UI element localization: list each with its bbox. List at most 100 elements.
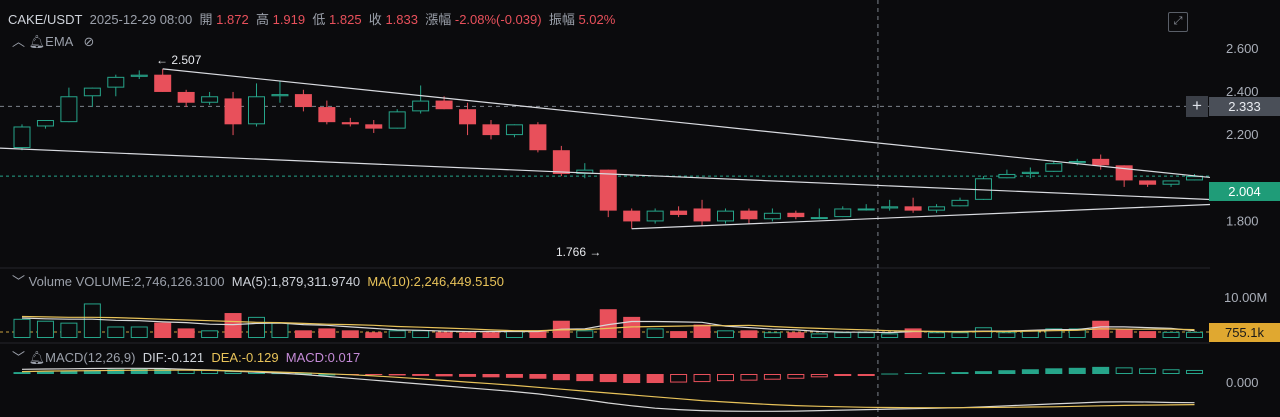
candle-body <box>693 208 711 222</box>
candle-body <box>904 206 922 211</box>
volume-ma10: MA(10):2,246,449.5150 <box>367 274 505 289</box>
candle-body <box>83 87 101 97</box>
macd-histogram-bar <box>130 368 148 374</box>
high-annotation: ← 2.507 <box>156 53 202 67</box>
volume-bar <box>318 328 336 338</box>
open-value: 1.872 <box>216 12 249 27</box>
crosshair-price-tag: 2.333 <box>1209 97 1280 116</box>
volume-bar <box>834 332 852 338</box>
volume-bar <box>951 332 969 338</box>
volume-bar <box>177 328 195 338</box>
volume-bar <box>1021 330 1039 339</box>
macd-histogram-bar <box>505 374 523 378</box>
macd-histogram-bar <box>1021 369 1039 374</box>
volume-bar <box>130 326 148 339</box>
macd-histogram-bar <box>13 372 31 374</box>
candle-body <box>365 124 383 129</box>
macd-histogram-bar <box>412 374 430 376</box>
volume-header: ﹀ Volume VOLUME:2,746,126.3100 MA(5):1,8… <box>12 271 504 290</box>
macd-histogram-bar <box>107 369 125 374</box>
candle-body <box>552 150 570 174</box>
macd-histogram-bar <box>154 368 172 374</box>
macd-histogram-bar <box>928 372 946 374</box>
candle-body <box>435 100 453 110</box>
macd-histogram-bar <box>904 373 922 375</box>
macd-histogram-bar <box>365 374 383 375</box>
fullscreen-icon[interactable]: ⤢ <box>1168 12 1188 32</box>
candle-body <box>388 111 406 129</box>
volume-bar <box>693 324 711 338</box>
macd-histogram-bar <box>693 374 711 383</box>
candle-body <box>881 206 899 209</box>
alert-bell-icon[interactable]: 🔔︎ <box>28 34 46 49</box>
volume-bar <box>36 320 54 339</box>
volume-bar <box>646 328 664 338</box>
candle-body <box>951 199 969 207</box>
volume-cursor-tag: 755.1k <box>1209 323 1280 342</box>
candle-body <box>224 98 242 125</box>
plus-icon[interactable]: + <box>1186 96 1208 117</box>
trendline-middle <box>0 147 1211 201</box>
candle-body <box>459 109 477 125</box>
candle-body <box>201 96 219 103</box>
macd-histogram-bar <box>787 374 805 379</box>
volume-bar <box>107 326 125 339</box>
low-annotation: 1.766 → <box>556 245 602 259</box>
volume-bar <box>670 331 688 338</box>
volume-bar <box>928 332 946 338</box>
last-price-tag: 2.004 <box>1209 182 1280 201</box>
chevron-down-icon[interactable]: ﹀ <box>12 350 26 365</box>
candle-body <box>1162 180 1180 185</box>
volume-bar <box>294 330 312 338</box>
alert-bell-icon[interactable]: 🔔︎ <box>28 350 46 365</box>
macd-histogram-bar <box>974 371 992 374</box>
chevron-down-icon[interactable]: ﹀ <box>12 274 26 289</box>
macd-histogram-bar <box>740 374 758 381</box>
volume-bar <box>857 332 875 338</box>
macd-histogram-bar <box>482 374 500 378</box>
ema-label: EMA <box>45 34 73 49</box>
candle-body <box>341 122 359 125</box>
amplitude-value: 5.02% <box>578 12 616 27</box>
candle-body <box>1068 161 1086 164</box>
macd-histogram-bar <box>1115 367 1133 375</box>
volume-bar <box>271 322 289 339</box>
macd-histogram-bar <box>670 374 688 383</box>
volume-bar <box>529 331 547 338</box>
ema-indicator-row[interactable]: ︿ 🔔︎EMA ⊘ <box>12 31 94 50</box>
high-value: 1.919 <box>272 12 306 27</box>
volume-bar <box>740 330 758 338</box>
volume-bar <box>248 316 265 339</box>
candle-body <box>1139 180 1157 185</box>
volume-bar <box>974 327 992 338</box>
macd-histogram-bar <box>881 373 899 375</box>
macd-dea-line <box>21 369 1195 409</box>
candle-body <box>36 120 54 127</box>
macd-histogram-bar <box>1045 368 1063 374</box>
chevron-up-icon[interactable]: ︿ <box>12 34 26 49</box>
volume-bar <box>388 330 406 339</box>
macd-histogram-bar <box>435 374 453 377</box>
price-axis-label: 2.400 <box>1226 84 1259 99</box>
volume-bar <box>1162 331 1180 338</box>
candle-body <box>810 217 828 220</box>
candle-body <box>248 96 265 125</box>
hide-eye-icon[interactable]: ⊘ <box>83 34 95 49</box>
candle-body <box>928 206 946 211</box>
symbol-label: CAKE/USDT <box>8 12 83 27</box>
amplitude-label: 振幅 <box>548 12 575 27</box>
candle-body <box>1186 176 1203 181</box>
macd-histogram-bar <box>623 374 641 384</box>
price-axis-label: 1.800 <box>1226 213 1259 228</box>
macd-histogram-bar <box>552 374 570 381</box>
candle-body <box>763 212 781 220</box>
candle-body <box>177 91 195 103</box>
volume-bar <box>599 309 617 338</box>
volume-bar <box>365 332 383 338</box>
macd-header: ﹀ 🔔︎MACD(12,26,9) DIF:-0.121 DEA:-0.129 … <box>12 347 360 366</box>
macd-histogram-bar <box>810 374 828 378</box>
candle-body <box>1045 163 1063 172</box>
ohlc-header: CAKE/USDT 2025-12-29 08:00 開 1.872 高 1.9… <box>8 9 615 28</box>
candle-body <box>60 96 78 123</box>
